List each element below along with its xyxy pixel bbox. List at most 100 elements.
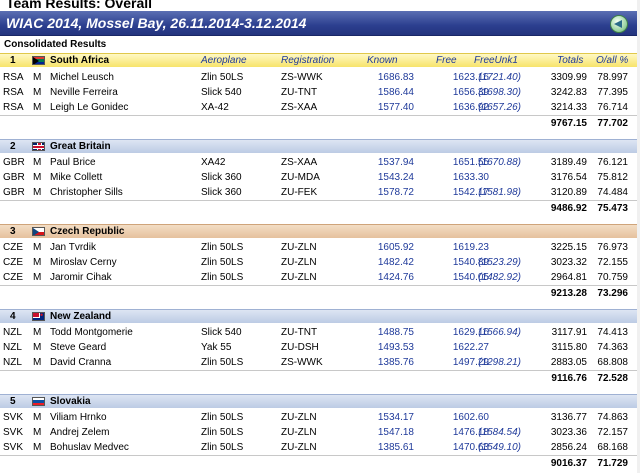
aeroplane: Slick 540 [201, 87, 242, 98]
registration: ZU-DSH [281, 342, 319, 353]
event-bar: WIAC 2014, Mossel Bay, 26.11.2014-3.12.2… [0, 11, 640, 36]
section-heading: Consolidated Results [4, 39, 107, 50]
sex: M [33, 442, 42, 453]
total-score: 3023.36 [550, 427, 587, 438]
table-row[interactable]: CZE M Jaromir Cihak Zlin 50LS ZU-ZLN 1424.76 1… [0, 270, 640, 285]
za-flag-icon [32, 56, 45, 65]
free-score: 1636.92 [452, 102, 489, 113]
known-score: 1537.94 [377, 157, 414, 168]
total-score: 3117.91 [551, 327, 587, 338]
aeroplane: Zlin 50LS [201, 427, 244, 438]
pilot-name: Christopher Sills [50, 187, 123, 198]
overall-pct: 68.808 [597, 357, 628, 368]
pilot-name: David Cranna [50, 357, 112, 368]
team-pct: 75.473 [597, 203, 628, 214]
known-score: 1424.76 [377, 272, 414, 283]
scrollbar-track[interactable] [637, 0, 640, 473]
overall-pct: 76.973 [597, 242, 628, 253]
known-score: 1534.17 [377, 412, 414, 423]
col-registration: Registration [281, 55, 335, 66]
overall-pct: 72.155 [597, 257, 628, 268]
table-row[interactable]: CZE M Jan Tvrdik Zlin 50LS ZU-ZLN 1605.92 1619… [0, 240, 640, 255]
column-header: 1 South Africa Aeroplane Registration Kn… [0, 53, 640, 67]
country-code: CZE [3, 257, 23, 268]
divider [0, 455, 640, 456]
divider [0, 115, 640, 116]
country-code: NZL [3, 357, 22, 368]
col-overall-pct: O/all % [596, 55, 629, 66]
table-row[interactable]: GBR M Christopher Sills Slick 360 ZU-FEK 1578… [0, 185, 640, 200]
sex: M [33, 342, 42, 353]
title-bar: Team Results: Overall [0, 0, 640, 11]
free-score: 1656.39 [452, 87, 489, 98]
team-total-row: 9016.37 71.729 [0, 456, 640, 471]
back-button[interactable] [610, 15, 628, 33]
free-score: 1540.05 [452, 272, 489, 283]
team-total: 9016.37 [550, 458, 587, 469]
table-row[interactable]: RSA M Michel Leusch Zlin 50LS ZS-WWK 1686.83 1… [0, 70, 640, 85]
sex: M [33, 327, 42, 338]
pilot-name: Steve Geard [50, 342, 107, 353]
overall-pct: 77.395 [597, 87, 628, 98]
free-score: 1542.17 [452, 187, 489, 198]
known-score: 1547.18 [377, 427, 414, 438]
table-row[interactable]: SVK M Viliam Hrnko Zlin 50LS ZU-ZLN 1534.17 16… [0, 410, 640, 425]
team-rank: 2 [10, 141, 16, 152]
table-row[interactable]: SVK M Bohuslav Medvec Zlin 50LS ZU-ZLN 1385.6… [0, 440, 640, 455]
aeroplane: Slick 360 [201, 172, 242, 183]
col-known: Known [367, 55, 398, 66]
free-score: 1602.60 [452, 412, 489, 423]
freeunk1-score: (1670.88) [478, 157, 521, 168]
table-row[interactable]: GBR M Mike Collett Slick 360 ZU-MDA 1543.24 16… [0, 170, 640, 185]
cz-flag-icon [32, 227, 45, 236]
aeroplane: Zlin 50LS [201, 242, 244, 253]
table-row[interactable]: CZE M Miroslav Cerny Zlin 50LS ZU-ZLN 1482.42… [0, 255, 640, 270]
col-aeroplane: Aeroplane [201, 55, 247, 66]
sex: M [33, 272, 42, 283]
team-total: 9213.28 [550, 288, 587, 299]
aeroplane: XA42 [201, 157, 226, 168]
team-rank: 4 [10, 311, 16, 322]
nz-flag-icon [32, 312, 45, 321]
free-score: 1476.18 [452, 427, 489, 438]
team-header: 5 Slovakia [0, 394, 640, 408]
team-name: New Zealand [50, 311, 112, 322]
registration: ZU-MDA [281, 172, 320, 183]
pilot-name: Viliam Hrnko [50, 412, 107, 423]
registration: ZS-XAA [281, 102, 318, 113]
sex: M [33, 257, 42, 268]
divider [0, 370, 640, 371]
table-row[interactable]: RSA M Leigh Le Gonidec XA-42 ZS-XAA 1577.40 16… [0, 100, 640, 115]
country-code: GBR [3, 187, 25, 198]
total-score: 3309.99 [550, 72, 587, 83]
team-rank: 1 [10, 55, 16, 66]
known-score: 1578.72 [377, 187, 414, 198]
known-score: 1385.76 [377, 357, 414, 368]
table-row[interactable]: NZL M David Cranna Zlin 50LS ZS-WWK 1385.76 14… [0, 355, 640, 370]
pilot-name: Paul Brice [50, 157, 96, 168]
aeroplane: Zlin 50LS [201, 272, 244, 283]
col-freeunk1: FreeUnk1 [474, 55, 518, 66]
registration: ZS-WWK [281, 357, 323, 368]
pilot-name: Bohuslav Medvec [50, 442, 129, 453]
team-pct: 72.528 [597, 373, 628, 384]
team-pct: 77.702 [597, 118, 628, 129]
table-row[interactable]: SVK M Andrej Zelem Zlin 50LS ZU-ZLN 1547.18 14… [0, 425, 640, 440]
table-row[interactable]: GBR M Paul Brice XA42 ZS-XAA 1537.94 1651.55 (1… [0, 155, 640, 170]
total-score: 3214.33 [550, 102, 587, 113]
country-code: NZL [3, 342, 22, 353]
country-code: RSA [3, 102, 24, 113]
pilot-name: Jaromir Cihak [50, 272, 112, 283]
registration: ZU-ZLN [281, 427, 317, 438]
table-row[interactable]: NZL M Todd Montgomerie Slick 540 ZU-TNT 1488.… [0, 325, 640, 340]
overall-pct: 76.121 [597, 157, 628, 168]
team-total-row: 9767.15 77.702 [0, 116, 640, 131]
table-row[interactable]: RSA M Neville Ferreira Slick 540 ZU-TNT 1586.… [0, 85, 640, 100]
team-header: 4 New Zealand [0, 309, 640, 323]
overall-pct: 70.759 [597, 272, 628, 283]
country-code: RSA [3, 72, 24, 83]
pilot-name: Neville Ferreira [50, 87, 118, 98]
team-pct: 73.296 [597, 288, 628, 299]
country-code: RSA [3, 87, 24, 98]
table-row[interactable]: NZL M Steve Geard Yak 55 ZU-DSH 1493.53 1622.2… [0, 340, 640, 355]
